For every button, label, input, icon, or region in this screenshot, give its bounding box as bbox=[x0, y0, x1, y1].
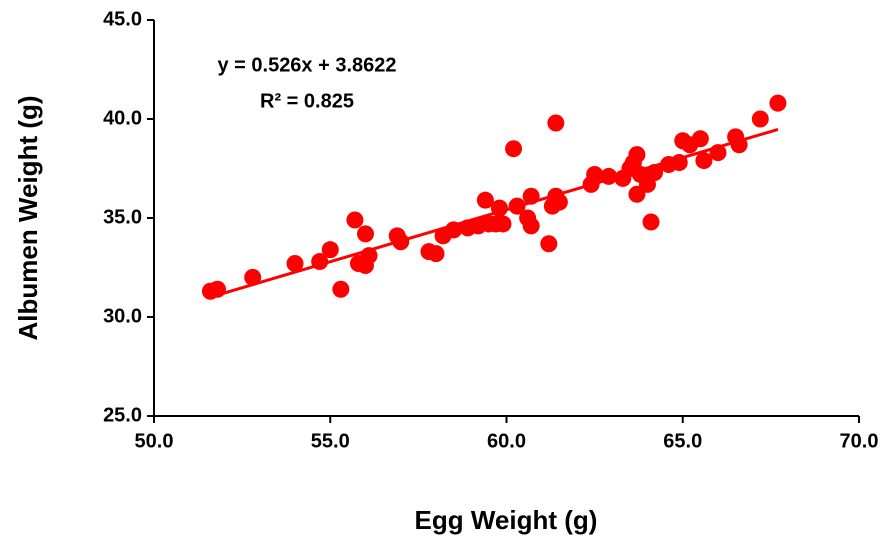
data-point bbox=[540, 235, 558, 253]
x-tick-label: 60.0 bbox=[487, 430, 526, 452]
data-point bbox=[751, 110, 769, 128]
x-tick-label: 70.0 bbox=[840, 430, 879, 452]
y-tick-label: 40.0 bbox=[103, 107, 142, 129]
data-point bbox=[508, 197, 526, 215]
data-point bbox=[600, 167, 618, 185]
data-point bbox=[346, 211, 364, 229]
data-point bbox=[709, 144, 727, 162]
data-point bbox=[244, 268, 262, 286]
data-point bbox=[494, 215, 512, 233]
data-point bbox=[547, 114, 565, 132]
y-tick-label: 35.0 bbox=[103, 206, 142, 228]
data-point bbox=[490, 199, 508, 217]
data-point bbox=[311, 253, 329, 271]
trend-equation: y = 0.526x + 3.8622 bbox=[217, 54, 396, 76]
data-point bbox=[505, 140, 523, 158]
x-tick-label: 65.0 bbox=[663, 430, 702, 452]
data-point bbox=[691, 130, 709, 148]
r-squared: R² = 0.825 bbox=[260, 90, 354, 112]
data-point bbox=[360, 247, 378, 265]
y-axis-title: Albumen Weight (g) bbox=[13, 95, 43, 340]
x-tick-label: 55.0 bbox=[311, 430, 350, 452]
data-point bbox=[427, 245, 445, 263]
data-point bbox=[476, 191, 494, 209]
y-tick-label: 45.0 bbox=[103, 8, 142, 30]
y-tick-label: 25.0 bbox=[103, 404, 142, 426]
data-point bbox=[586, 165, 604, 183]
data-point bbox=[522, 217, 540, 235]
data-point bbox=[522, 187, 540, 205]
data-point bbox=[642, 213, 660, 231]
y-tick-label: 30.0 bbox=[103, 305, 142, 327]
data-point bbox=[730, 136, 748, 154]
data-point bbox=[670, 154, 688, 172]
data-point bbox=[550, 193, 568, 211]
data-point bbox=[445, 221, 463, 239]
data-point bbox=[628, 146, 646, 164]
x-tick-label: 50.0 bbox=[135, 430, 174, 452]
data-point bbox=[646, 163, 664, 181]
data-point bbox=[695, 152, 713, 170]
data-point bbox=[769, 94, 787, 112]
data-point bbox=[392, 233, 410, 251]
data-point bbox=[208, 280, 226, 298]
data-point bbox=[321, 241, 339, 259]
data-point bbox=[286, 255, 304, 273]
data-point bbox=[332, 280, 350, 298]
x-axis-title: Egg Weight (g) bbox=[415, 505, 598, 535]
data-point bbox=[357, 225, 374, 243]
